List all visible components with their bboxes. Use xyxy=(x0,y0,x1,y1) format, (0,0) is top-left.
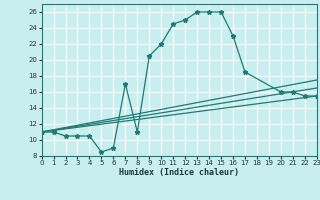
X-axis label: Humidex (Indice chaleur): Humidex (Indice chaleur) xyxy=(119,168,239,177)
